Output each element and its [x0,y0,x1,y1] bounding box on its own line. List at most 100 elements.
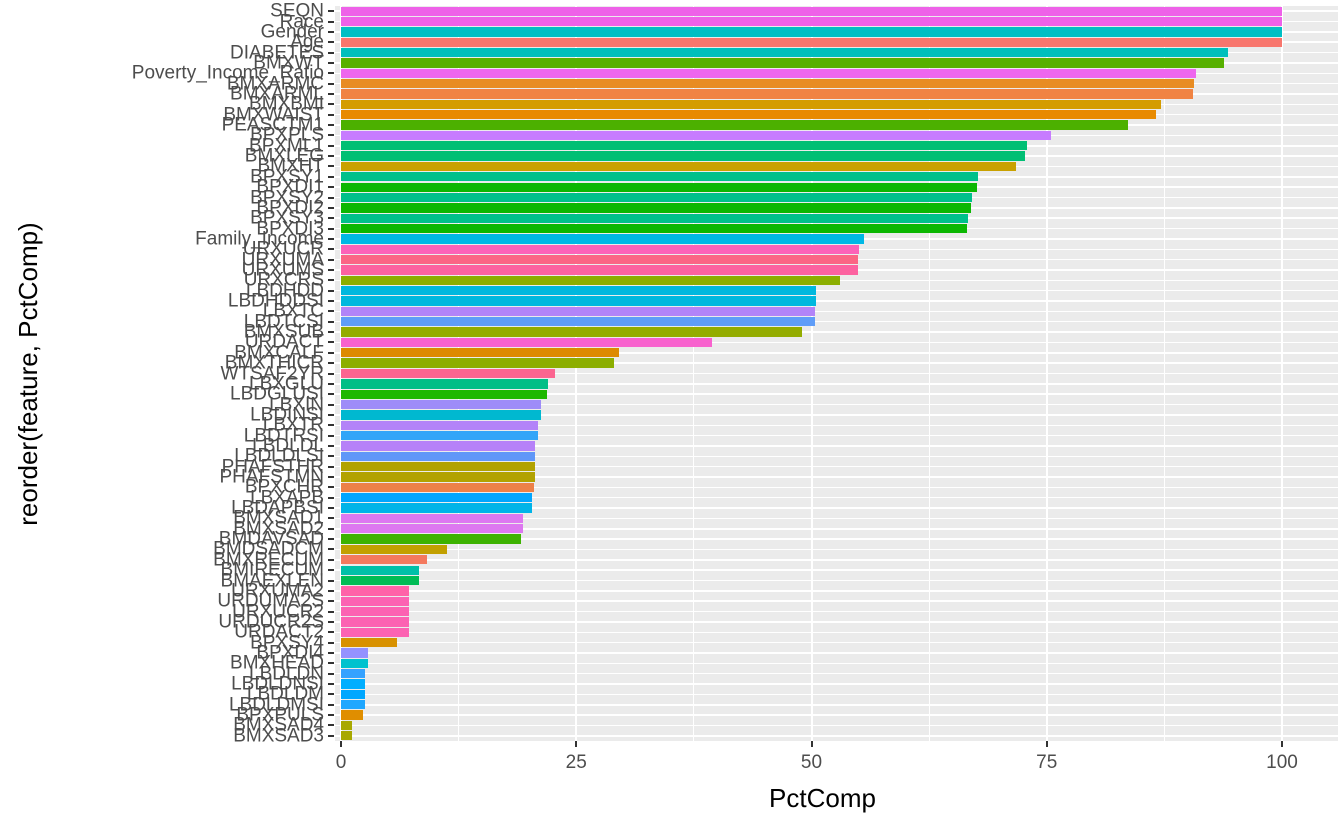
y-tick [328,10,334,13]
bar [341,6,1282,16]
bar [341,141,1027,151]
bar [341,389,548,399]
x-tick-label: 100 [1266,752,1298,773]
y-tick [328,372,334,375]
y-tick-label: BMXLEG [244,145,324,167]
bar [341,596,409,606]
bar [341,99,1161,109]
y-tick-label: Age [290,31,324,53]
bar [341,720,353,731]
y-tick [328,413,334,416]
y-tick [328,206,334,209]
bar [341,244,859,254]
bar [341,679,365,689]
y-tick [328,476,334,479]
y-tick [328,703,334,706]
bar [341,254,858,265]
y-tick-label: Family_Income [195,228,324,250]
y-tick-label: BPXPULS [236,704,324,726]
bar [341,544,448,555]
category-gridline [335,714,1338,716]
plot-panel [335,6,1338,741]
y-tick [328,124,334,127]
bar [341,213,968,223]
y-tick-label: PHAFSTHR [221,456,324,478]
y-tick [328,579,334,582]
y-tick-label: BPXDI4 [256,642,324,664]
y-tick [328,548,334,551]
x-tick [810,741,813,747]
y-tick-label: BMXCALF [234,342,324,364]
y-tick [328,672,334,675]
bar [341,710,363,720]
bar [341,524,523,534]
y-tick [328,444,334,447]
y-tick [328,289,334,292]
y-tick [328,237,334,240]
y-tick-label: BPXDI3 [256,218,324,240]
y-tick-label: LBDTCSI [243,311,324,333]
category-gridline [335,569,1338,571]
y-tick-label: BMXSAD3 [233,725,324,747]
y-tick-label: BPXSY1 [250,166,324,188]
bar [341,700,365,710]
y-tick [328,362,334,365]
bar [341,669,365,679]
y-tick [328,310,334,313]
y-tick-label: LBDTRSI [243,425,324,447]
category-gridline [335,559,1338,561]
category-gridline [335,424,1338,426]
bar [341,503,533,513]
x-axis-title: PctComp [769,783,876,813]
y-tick [328,465,334,468]
y-tick-label: BMXHEAD [230,652,324,674]
category-gridline [335,507,1338,509]
x-tick-label: 75 [1036,752,1058,773]
bar [341,575,420,586]
y-tick-label: LBXAPB [250,487,324,509]
y-tick [328,382,334,385]
y-tick [328,268,334,271]
bar [341,265,858,275]
category-gridline [335,600,1338,602]
y-tick [328,589,334,592]
y-tick [328,538,334,541]
x-tick-label: 25 [565,752,587,773]
category-gridline [335,455,1338,458]
y-tick [328,434,334,437]
bar [341,565,420,575]
bar [341,368,555,379]
y-tick [328,527,334,530]
category-gridline [335,704,1338,706]
bar [341,275,840,285]
y-tick-label: BMXRECUM [213,549,324,571]
category-gridline [335,528,1338,530]
y-tick [328,558,334,561]
y-tick-label: URDUCR2S [218,611,324,633]
category-gridline [335,496,1338,499]
y-tick [328,279,334,282]
y-tick-label: BPXSY4 [250,632,324,654]
y-tick-label: BMXSAD2 [233,518,324,540]
y-tick [328,51,334,54]
y-tick [328,227,334,230]
y-tick-label: BPXSY2 [250,187,324,208]
y-tick [328,496,334,499]
y-tick-label: PEASCTM1 [221,114,324,136]
bar [341,617,409,627]
y-tick-label: BMXWT [253,52,324,74]
y-tick-label: BMXHT [257,155,325,177]
y-tick [328,331,334,334]
y-axis-title: reorder(feature, PctComp) [13,221,43,526]
y-tick [328,631,334,634]
y-tick [328,72,334,75]
y-tick-label: LBXTR [262,414,324,436]
y-tick [328,248,334,251]
bar [341,161,1016,172]
category-gridline [335,652,1338,654]
y-tick [328,82,334,85]
y-tick-label: BMXARMC [226,73,324,95]
y-tick [328,610,334,613]
y-tick [328,155,334,158]
